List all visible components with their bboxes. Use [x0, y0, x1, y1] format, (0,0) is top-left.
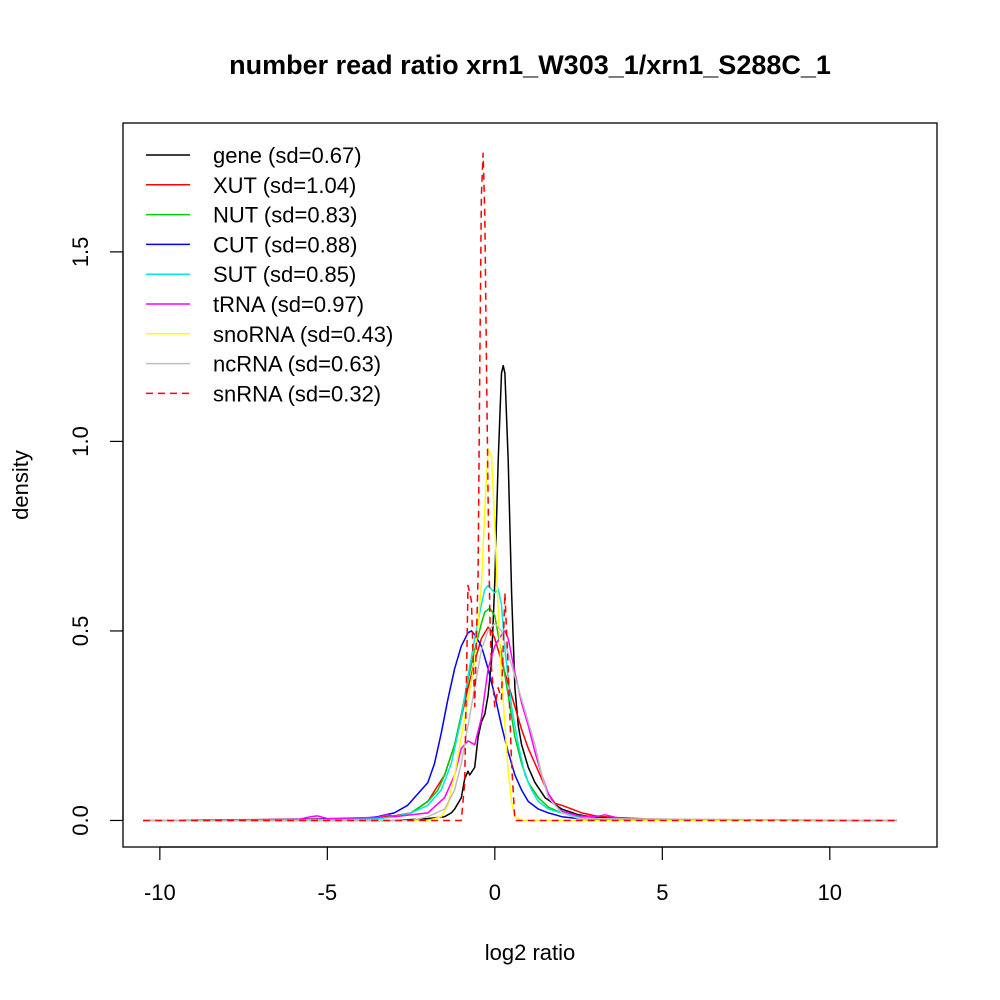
legend: gene (sd=0.67) XUT (sd=1.04) NUT (sd=0.83)… — [146, 143, 393, 406]
series-layer — [143, 152, 897, 822]
y-tick-label: 1.5 — [68, 237, 93, 268]
series-line-7 — [143, 622, 897, 822]
legend-label-6: snoRNA (sd=0.43) — [213, 322, 393, 347]
legend-label-2: NUT (sd=0.83) — [213, 203, 357, 228]
series-line-8 — [143, 152, 897, 822]
y-axis: 0.0 0.5 1.0 1.5 — [68, 237, 124, 836]
series-line-0 — [143, 364, 897, 822]
legend-label-1: XUT (sd=1.04) — [213, 173, 356, 198]
x-axis-label: log2 ratio — [485, 940, 576, 965]
series-line-5 — [143, 630, 897, 822]
x-tick-label: -10 — [144, 880, 176, 905]
legend-label-0: gene (sd=0.67) — [213, 143, 362, 168]
y-axis-label: density — [8, 450, 33, 520]
legend-label-7: ncRNA (sd=0.63) — [213, 352, 381, 377]
chart-title: number read ratio xrn1_W303_1/xrn1_S288C… — [229, 50, 831, 80]
legend-label-5: tRNA (sd=0.97) — [213, 292, 364, 317]
x-tick-label: -5 — [318, 880, 338, 905]
legend-label-8: snRNA (sd=0.32) — [213, 381, 381, 406]
y-tick-label: 0.5 — [68, 616, 93, 647]
x-tick-label: 5 — [656, 880, 668, 905]
series-line-4 — [143, 584, 897, 822]
y-tick-label: 1.0 — [68, 426, 93, 457]
legend-label-4: SUT (sd=0.85) — [213, 262, 356, 287]
x-tick-label: 10 — [818, 880, 842, 905]
legend-label-3: CUT (sd=0.88) — [213, 232, 357, 257]
series-line-2 — [143, 607, 897, 822]
x-axis: -10 -5 0 5 10 — [144, 846, 842, 905]
x-tick-label: 0 — [489, 880, 501, 905]
y-tick-label: 0.0 — [68, 805, 93, 836]
